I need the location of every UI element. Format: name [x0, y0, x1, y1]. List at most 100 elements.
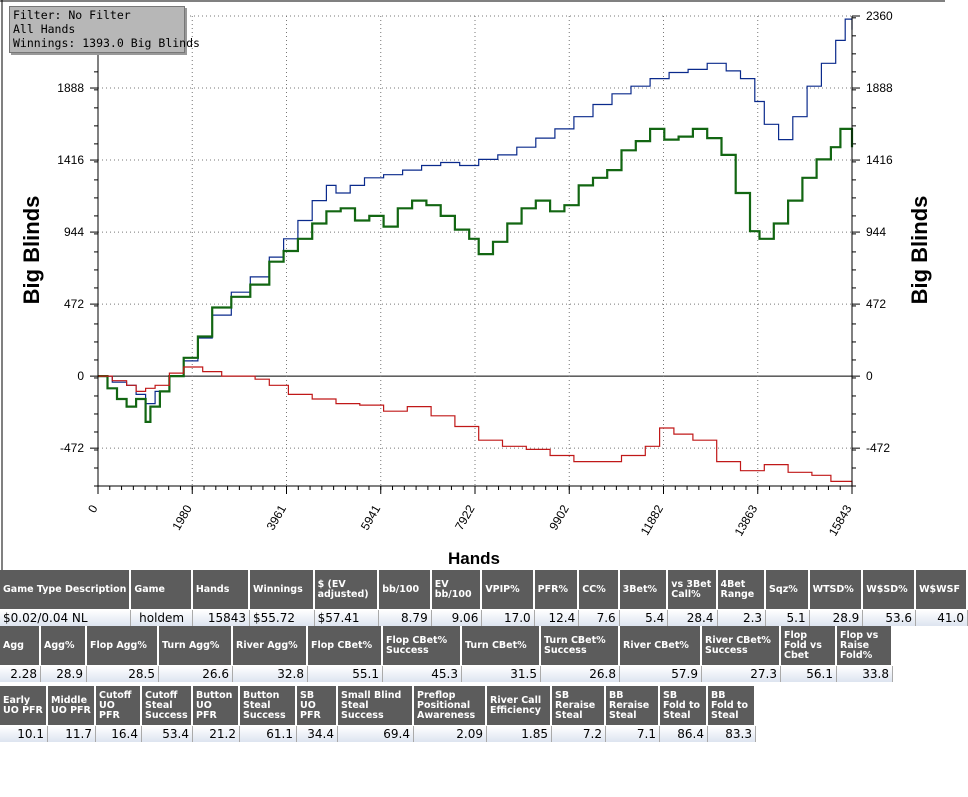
col-header[interactable]: Button Steal Success — [240, 686, 297, 726]
table-cell: 31.5 — [462, 666, 541, 682]
col-header[interactable]: Small Blind Steal Success — [338, 686, 414, 726]
table-cell: 11.7 — [48, 726, 96, 742]
col-header[interactable]: EV bb/100 — [431, 570, 483, 610]
col-header[interactable]: Early UO PFR — [0, 686, 48, 726]
table-cell: 7.1 — [606, 726, 660, 742]
col-header[interactable]: Game — [131, 570, 193, 610]
y-tick-label-left: 0 — [77, 369, 84, 383]
col-header[interactable]: Agg% — [41, 626, 87, 666]
table-cell: 21.2 — [193, 726, 240, 742]
table-cell: 1.85 — [487, 726, 552, 742]
col-header[interactable]: Middle UO PFR — [48, 686, 96, 726]
table-row[interactable]: 2.28 28.9 28.5 26.6 32.8 55.1 45.3 31.5 … — [0, 666, 893, 682]
col-header[interactable]: bb/100 — [379, 570, 432, 610]
table-cell: 12.4 — [534, 610, 580, 626]
y-tick-label-right: -472 — [866, 441, 890, 455]
col-header[interactable]: 3Bet% — [619, 570, 669, 610]
y-tick-label-right: 2360 — [866, 9, 893, 23]
y-tick-label-left: 1888 — [57, 81, 84, 95]
col-header[interactable]: Winnings — [250, 570, 315, 610]
col-header[interactable]: Turn CBet% Success — [541, 626, 620, 666]
col-header[interactable]: PFR% — [534, 570, 580, 610]
table-cell: 34.4 — [297, 726, 338, 742]
col-header[interactable]: 4Bet Range — [717, 570, 767, 610]
x-tick-label: 3961 — [264, 502, 290, 532]
table-cell: 5.4 — [619, 610, 669, 626]
table-cell: 8.79 — [379, 610, 432, 626]
x-tick-label: 13863 — [732, 502, 761, 538]
col-header[interactable]: River Call Efficiency — [487, 686, 552, 726]
series-line-2 — [98, 127, 854, 423]
table-cell: 28.5 — [87, 666, 159, 682]
table-row[interactable]: 10.1 11.7 16.4 53.4 21.2 61.1 34.4 69.4 … — [0, 726, 756, 742]
table-cell: 2.3 — [717, 610, 767, 626]
table-row[interactable]: $0.02/0.04 NL holdem 15843 $55.72 $57.41… — [0, 610, 968, 626]
table-cell: 55.1 — [308, 666, 383, 682]
col-header[interactable]: SB Reraise Steal — [552, 686, 606, 726]
table-cell: 26.8 — [541, 666, 620, 682]
col-header[interactable]: Flop CBet% Success — [383, 626, 462, 666]
col-header[interactable]: WTSD% — [809, 570, 864, 610]
table-cell: 28.9 — [41, 666, 87, 682]
col-header[interactable]: VPIP% — [482, 570, 535, 610]
col-header[interactable]: Button UO PFR — [193, 686, 240, 726]
winnings-chart: 23602360188818881416141694494447247200-4… — [0, 0, 945, 572]
col-header[interactable]: Flop CBet% — [308, 626, 383, 666]
x-tick-label: 11882 — [638, 502, 667, 537]
table-cell: 32.8 — [233, 666, 308, 682]
col-header[interactable]: SB Fold to Steal — [660, 686, 708, 726]
col-header[interactable]: SB UO PFR — [297, 686, 338, 726]
col-header[interactable]: Hands — [192, 570, 251, 610]
x-tick-label: 15843 — [826, 502, 855, 538]
table-cell: 33.8 — [837, 666, 893, 682]
col-header[interactable]: Game Type Description — [0, 570, 132, 610]
x-axis-label: Hands — [448, 549, 500, 568]
col-header[interactable]: River Agg% — [233, 626, 308, 666]
y-tick-label-left: 1416 — [57, 153, 84, 167]
table-cell: 7.2 — [552, 726, 606, 742]
y-tick-label-right: 1416 — [866, 153, 893, 167]
y-tick-label-right: 1888 — [866, 81, 893, 95]
col-header[interactable]: CC% — [579, 570, 620, 610]
col-header[interactable]: Cutoff UO PFR — [96, 686, 142, 726]
table-cell: 16.4 — [96, 726, 142, 742]
x-tick-label: 0 — [85, 502, 101, 515]
y-tick-label-right: 944 — [866, 225, 886, 239]
col-header[interactable]: Preflop Positional Awareness — [414, 686, 487, 726]
col-header[interactable]: BB Reraise Steal — [606, 686, 660, 726]
y-tick-label-left: 944 — [64, 225, 84, 239]
x-tick-label: 9902 — [546, 502, 572, 532]
col-header[interactable]: Flop Agg% — [87, 626, 159, 666]
table-cell: 10.1 — [0, 726, 48, 742]
table-cell: 83.3 — [708, 726, 756, 742]
x-tick-label: 7922 — [452, 502, 478, 532]
x-tick-label: 5941 — [358, 502, 384, 532]
y-tick-label-right: 0 — [866, 369, 873, 383]
table-cell: 86.4 — [660, 726, 708, 742]
table-cell: holdem — [131, 610, 193, 626]
filter-label: Filter: No Filter — [13, 8, 131, 22]
col-header[interactable]: W$SD% — [863, 570, 917, 610]
table-cell: 56.1 — [781, 666, 837, 682]
table-cell: $57.41 — [314, 610, 380, 626]
table-cell: 2.28 — [0, 666, 41, 682]
table-cell: 17.0 — [482, 610, 535, 626]
col-header[interactable]: Turn CBet% — [462, 626, 541, 666]
col-header[interactable]: Cutoff Steal Success — [142, 686, 193, 726]
col-header[interactable]: Flop Fold vs Cbet — [781, 626, 837, 666]
col-header[interactable]: Sqz% — [766, 570, 810, 610]
col-header[interactable]: River CBet% — [620, 626, 702, 666]
col-header[interactable]: Turn Agg% — [159, 626, 233, 666]
col-header[interactable]: vs 3Bet Call% — [668, 570, 718, 610]
col-header[interactable]: River CBet% Success — [702, 626, 781, 666]
col-header[interactable]: $ (EV adjusted) — [314, 570, 380, 610]
hands-scope-label: All Hands — [13, 22, 76, 36]
col-header[interactable]: Agg — [0, 626, 41, 666]
col-header[interactable]: Flop vs Raise Fold% — [837, 626, 893, 666]
stats-table-aggression: Agg Agg% Flop Agg% Turn Agg% River Agg% … — [0, 626, 893, 682]
table-cell: 53.6 — [863, 610, 917, 626]
table-cell: 27.3 — [702, 666, 781, 682]
col-header[interactable]: W$WSF — [916, 570, 968, 610]
col-header[interactable]: BB Fold to Steal — [708, 686, 756, 726]
table-cell: 7.6 — [579, 610, 620, 626]
